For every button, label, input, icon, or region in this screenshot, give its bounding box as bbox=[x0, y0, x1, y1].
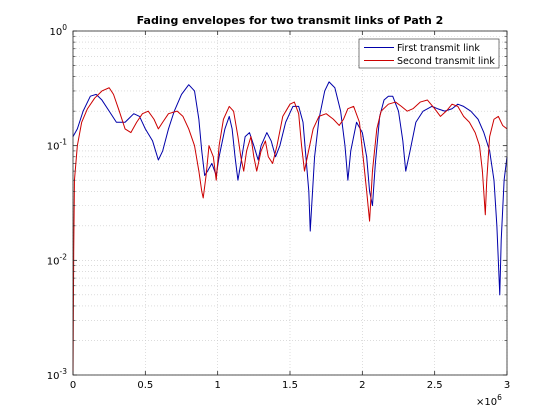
y-tick-labels: 10-3 10-2 10-1 100 bbox=[47, 23, 67, 382]
legend-label-second-transmit-link: Second transmit link bbox=[397, 56, 495, 67]
y-tick-label: 100 bbox=[49, 23, 67, 38]
legend-label-first-transmit-link: First transmit link bbox=[397, 43, 480, 54]
plot-area bbox=[72, 30, 508, 376]
x-tick-labels: 0 0.5 1 1.5 2 2.5 3 bbox=[70, 380, 510, 391]
x-tick-label: 0 bbox=[70, 380, 76, 391]
tick-marks bbox=[72, 30, 508, 376]
x-multiplier-exponent: 6 bbox=[497, 393, 502, 402]
x-tick-label: 0.5 bbox=[137, 380, 153, 391]
x-tick-label: 2.5 bbox=[427, 380, 443, 391]
y-tick-label: 10-2 bbox=[47, 252, 67, 267]
legend: First transmit link Second transmit link bbox=[358, 38, 500, 69]
series-line-second-transmit-link bbox=[72, 87, 508, 376]
x-axis-multiplier: ×106 bbox=[476, 393, 502, 408]
x-tick-label: 1.5 bbox=[282, 380, 298, 391]
y-tick-label: 10-1 bbox=[47, 138, 67, 153]
series-line-first-transmit-link bbox=[72, 81, 508, 296]
legend-box bbox=[358, 38, 500, 69]
x-tick-label: 1 bbox=[214, 380, 220, 391]
x-multiplier-base: ×10 bbox=[476, 397, 497, 408]
chart-title: Fading envelopes for two transmit links … bbox=[137, 14, 444, 27]
x-tick-label: 2 bbox=[359, 380, 365, 391]
x-tick-label: 3 bbox=[504, 380, 510, 391]
series-lines bbox=[72, 81, 508, 376]
y-tick-label: 10-3 bbox=[47, 367, 67, 382]
x-multiplier-text: ×106 bbox=[476, 393, 502, 408]
